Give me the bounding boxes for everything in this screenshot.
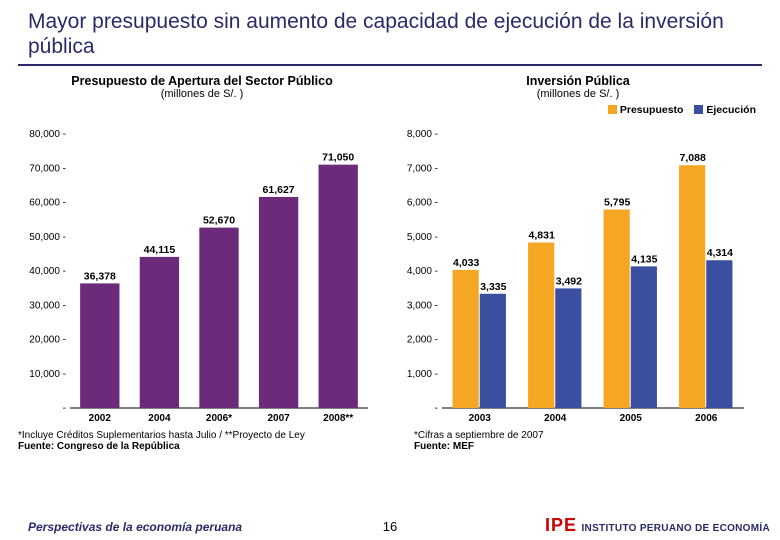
svg-text:2004: 2004	[544, 413, 567, 424]
charts-row: Presupuesto de Apertura del Sector Públi…	[0, 66, 780, 430]
footer: Perspectivas de la economía peruana 16 I…	[0, 510, 780, 540]
svg-text:2004: 2004	[148, 413, 171, 424]
left-footnotes: *Incluye Créditos Suplementarios hasta J…	[18, 430, 366, 452]
ipe-logo-red: IPE	[545, 515, 577, 535]
svg-text:2005: 2005	[620, 413, 643, 424]
svg-text:4,033: 4,033	[453, 256, 479, 268]
svg-text:3,000 -: 3,000 -	[407, 300, 438, 311]
svg-text:1,000 -: 1,000 -	[407, 368, 438, 379]
legend-swatch-ejecucion	[694, 105, 703, 114]
svg-text:2002: 2002	[89, 413, 112, 424]
left-chart-subtitle: (millones de S/. )	[18, 88, 386, 100]
left-legend-spacer	[18, 104, 386, 118]
svg-text:7,000 -: 7,000 -	[407, 163, 438, 174]
svg-text:2007: 2007	[267, 413, 290, 424]
left-chart-svg: - 10,000 - 20,000 - 30,000 - 40,000 - 50,000 …	[18, 120, 378, 430]
svg-text:2003: 2003	[469, 413, 492, 424]
svg-text:71,050: 71,050	[322, 151, 354, 163]
svg-text:70,000 -: 70,000 -	[29, 163, 66, 174]
svg-text:2008**: 2008**	[323, 413, 353, 424]
ipe-logo: IPE INSTITUTO PERUANO DE ECONOMÍA	[545, 515, 770, 536]
svg-text:36,378: 36,378	[84, 270, 116, 282]
left-chart-block: Presupuesto de Apertura del Sector Públi…	[18, 74, 386, 430]
svg-text:4,314: 4,314	[707, 247, 733, 259]
left-chart-title: Presupuesto de Apertura del Sector Públi…	[18, 74, 386, 88]
left-source: Fuente: Congreso de la República	[18, 441, 366, 452]
svg-text:8,000 -: 8,000 -	[407, 129, 438, 140]
svg-text:5,795: 5,795	[604, 196, 630, 208]
svg-text:20,000 -: 20,000 -	[29, 334, 66, 345]
legend-label-presupuesto: Presupuesto	[620, 104, 684, 116]
svg-text:2006*: 2006*	[206, 413, 232, 424]
legend-swatch-presupuesto	[608, 105, 617, 114]
svg-text:44,115: 44,115	[144, 243, 176, 255]
svg-text:10,000 -: 10,000 -	[29, 368, 66, 379]
footnotes-row: *Incluye Créditos Suplementarios hasta J…	[0, 430, 780, 452]
page-number: 16	[383, 519, 397, 534]
right-chart-block: Inversión Pública (millones de S/. ) Pre…	[394, 74, 762, 430]
left-footnote: *Incluye Créditos Suplementarios hasta J…	[18, 430, 305, 441]
right-legend: Presupuesto Ejecución	[394, 104, 762, 118]
page-title: Mayor presupuesto sin aumento de capacid…	[0, 0, 780, 62]
svg-text:61,627: 61,627	[263, 183, 295, 195]
svg-text:3,335: 3,335	[480, 280, 506, 292]
right-footnotes: *Cifras a septiembre de 2007 Fuente: MEF	[374, 430, 762, 452]
ipe-logo-blue: INSTITUTO PERUANO DE ECONOMÍA	[581, 523, 770, 534]
svg-text:52,670: 52,670	[203, 214, 235, 226]
svg-text:3,492: 3,492	[556, 275, 582, 287]
svg-text:4,831: 4,831	[529, 229, 555, 241]
svg-text:30,000 -: 30,000 -	[29, 300, 66, 311]
svg-text:5,000 -: 5,000 -	[407, 231, 438, 242]
svg-text:6,000 -: 6,000 -	[407, 197, 438, 208]
right-chart-title: Inversión Pública	[394, 74, 762, 88]
svg-text:80,000 -: 80,000 -	[29, 129, 66, 140]
svg-text:7,088: 7,088	[680, 152, 706, 164]
svg-text:50,000 -: 50,000 -	[29, 231, 66, 242]
right-source: Fuente: MEF	[414, 441, 762, 452]
svg-text:2006: 2006	[695, 413, 718, 424]
svg-text:4,135: 4,135	[631, 253, 657, 265]
right-chart-subtitle: (millones de S/. )	[394, 88, 762, 100]
right-footnote: *Cifras a septiembre de 2007	[414, 430, 544, 441]
legend-label-ejecucion: Ejecución	[706, 104, 756, 116]
svg-text:-: -	[63, 403, 66, 414]
right-chart-svg: - 1,000 - 2,000 - 3,000 - 4,000 - 5,000 - 6,00…	[394, 120, 754, 430]
footer-left: Perspectivas de la economía peruana	[28, 520, 242, 534]
svg-text:40,000 -: 40,000 -	[29, 266, 66, 277]
svg-text:60,000 -: 60,000 -	[29, 197, 66, 208]
svg-text:4,000 -: 4,000 -	[407, 266, 438, 277]
svg-text:2,000 -: 2,000 -	[407, 334, 438, 345]
svg-text:-: -	[435, 403, 438, 414]
